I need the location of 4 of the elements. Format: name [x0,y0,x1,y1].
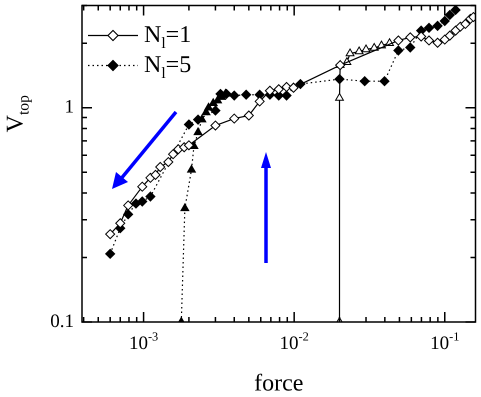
x-axis-title: force [254,370,304,396]
y-tick-label: 0.1 [50,310,74,332]
y-axis-title: Vtop [2,94,32,132]
y-tick-label: 1 [64,96,74,118]
